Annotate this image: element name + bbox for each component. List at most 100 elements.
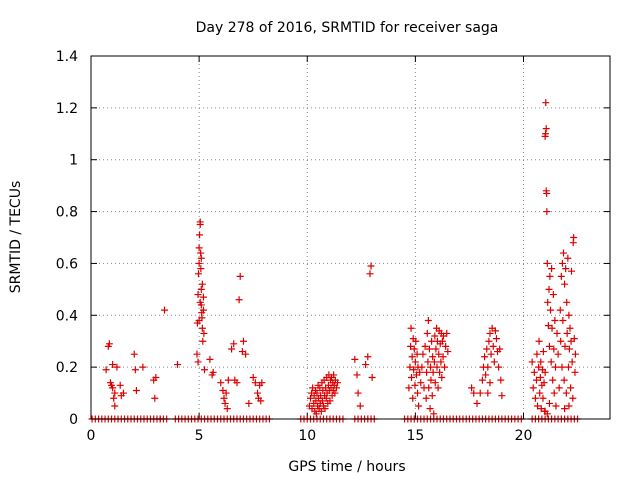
data-point: [330, 371, 338, 379]
data-point: [368, 374, 376, 382]
data-point: [553, 329, 561, 337]
x-tick-label: 0: [87, 428, 96, 444]
data-point: [139, 363, 147, 371]
data-point: [468, 384, 476, 392]
data-point: [528, 358, 536, 366]
data-point: [151, 394, 159, 402]
data-point: [197, 254, 205, 262]
data-point: [534, 402, 542, 410]
data-point: [552, 402, 560, 410]
data-point: [199, 337, 207, 345]
data-point: [564, 363, 572, 371]
data-point: [554, 350, 562, 358]
data-point: [476, 389, 484, 397]
y-tick-label: 0.2: [56, 360, 78, 376]
y-tick-label: 0.4: [56, 308, 78, 324]
y-tick-label: 0.6: [56, 256, 78, 272]
data-point: [257, 397, 265, 405]
data-point: [535, 337, 543, 345]
data-point: [483, 345, 491, 353]
data-point: [424, 358, 432, 366]
data-point: [533, 350, 541, 358]
data-point: [535, 363, 543, 371]
data-point: [543, 208, 551, 216]
data-point: [161, 306, 169, 314]
data-point: [547, 306, 555, 314]
grid-lines: [91, 56, 610, 419]
data-point: [561, 405, 569, 413]
data-point: [109, 361, 117, 369]
data-point: [130, 350, 138, 358]
data-point: [441, 363, 449, 371]
data-point: [351, 355, 359, 363]
data-point: [407, 342, 415, 350]
data-point: [224, 376, 232, 384]
data-point: [431, 379, 439, 387]
data-point: [427, 376, 435, 384]
data-point: [438, 374, 446, 382]
data-point: [223, 405, 231, 413]
data-point: [102, 366, 110, 374]
data-point: [409, 394, 417, 402]
data-point: [407, 324, 415, 332]
data-point: [198, 280, 206, 288]
data-point: [562, 389, 570, 397]
data-point: [353, 371, 361, 379]
data-point: [438, 337, 446, 345]
x-tick-label: 20: [515, 428, 533, 444]
y-tick-label: 1.2: [56, 101, 78, 117]
data-point: [495, 363, 503, 371]
data-point: [332, 384, 340, 392]
data-point: [239, 337, 247, 345]
data-point: [410, 366, 418, 374]
x-tick-label: 10: [298, 428, 316, 444]
data-point: [571, 350, 579, 358]
y-axis-title: SRMTID / TECUs: [8, 181, 24, 294]
data-point: [235, 296, 243, 304]
data-point: [496, 345, 504, 353]
data-point: [571, 368, 579, 376]
data-point: [367, 262, 375, 270]
data-point: [366, 270, 374, 278]
data-point: [424, 316, 432, 324]
data-point: [541, 368, 549, 376]
data-point: [564, 254, 572, 262]
data-point: [492, 335, 500, 343]
data-point: [321, 405, 329, 413]
data-point: [478, 376, 486, 384]
data-point: [565, 311, 573, 319]
data-point: [132, 386, 140, 394]
data-point: [568, 267, 576, 275]
data-point: [565, 402, 573, 410]
data-point: [412, 337, 420, 345]
data-point: [555, 384, 563, 392]
data-point: [551, 316, 559, 324]
data-point: [497, 376, 505, 384]
data-point: [194, 358, 202, 366]
data-point: [561, 342, 569, 350]
data-point: [563, 329, 571, 337]
data-point: [549, 291, 557, 299]
data-point: [543, 259, 551, 267]
data-point: [432, 345, 440, 353]
data-point: [558, 363, 566, 371]
data-point: [473, 399, 481, 407]
data-point: [567, 384, 575, 392]
data-point: [326, 397, 334, 405]
data-point: [443, 329, 451, 337]
data-point: [194, 270, 202, 278]
data-point: [485, 337, 493, 345]
data-point: [221, 399, 229, 407]
data-point: [530, 368, 538, 376]
data-point: [544, 322, 552, 330]
data-point: [537, 358, 545, 366]
data-point: [548, 324, 556, 332]
data-point: [105, 340, 113, 348]
data-point: [428, 337, 436, 345]
data-point: [198, 324, 206, 332]
data-point: [331, 389, 339, 397]
data-point: [531, 394, 539, 402]
data-point: [425, 384, 433, 392]
data-point: [407, 374, 415, 382]
